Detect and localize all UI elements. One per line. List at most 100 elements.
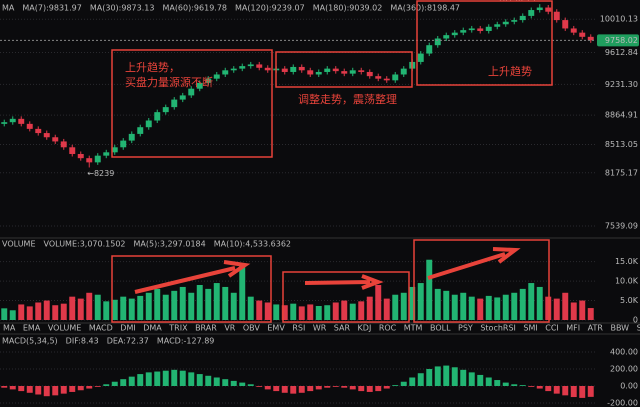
indicator-tab[interactable]: CCI — [545, 324, 559, 333]
macd-bar — [264, 385, 271, 390]
volume-bar — [43, 300, 50, 320]
y-tick-label: 5.0K — [620, 296, 639, 305]
y-tick-label: 8513.05 — [605, 140, 638, 149]
volume-bar — [9, 310, 16, 320]
macd-bar — [434, 366, 441, 386]
y-tick-label: 10.0K — [615, 277, 639, 286]
indicator-tab[interactable]: BBW — [610, 324, 629, 333]
candle-body — [570, 28, 577, 33]
indicator-tab[interactable]: WR — [313, 324, 327, 333]
annotation-box — [275, 51, 413, 88]
annotation: 调整走势，震荡整理 — [298, 92, 397, 106]
indicator-tab[interactable]: VOLUME — [48, 324, 82, 333]
candle-body — [188, 88, 195, 96]
header-label: MA(360):8198.47 — [390, 4, 460, 13]
candle-body — [426, 45, 433, 54]
annotation-box — [282, 271, 410, 323]
header-label: MA(7):9831.97 — [22, 4, 81, 13]
y-tick-label: 9231.30 — [605, 80, 638, 89]
indicator-tab[interactable]: SMI — [523, 324, 537, 333]
volume-bar — [222, 286, 229, 320]
volume-bar — [332, 302, 339, 320]
y-tick-label: 9612.84 — [605, 48, 638, 57]
indicator-tab[interactable]: SAR — [334, 324, 351, 333]
indicator-tab[interactable]: OBV — [243, 324, 261, 333]
indicator-tab[interactable]: KDJ — [358, 324, 372, 333]
indicator-tab[interactable]: EMV — [267, 324, 285, 333]
volume-bar — [392, 294, 399, 320]
candle-body — [18, 118, 25, 124]
volume-bar — [341, 300, 348, 320]
candle-body — [434, 38, 441, 46]
candle-body — [324, 68, 331, 72]
indicator-tab[interactable]: PSY — [458, 324, 473, 333]
macd-bar — [35, 385, 42, 395]
volume-bar — [307, 304, 314, 320]
candle-body — [290, 66, 297, 72]
macd-bar — [281, 385, 288, 393]
macd-bar — [553, 385, 560, 394]
indicator-tab[interactable]: BRAR — [195, 324, 217, 333]
macd-bar — [570, 385, 577, 398]
volume-bar — [171, 290, 178, 320]
macd-bar — [222, 379, 229, 386]
header-label: MA(5):3,297.0184 — [134, 240, 206, 249]
volume-bar — [120, 296, 127, 320]
annotation-box — [111, 255, 272, 323]
candle-body — [230, 68, 237, 71]
indicator-tab[interactable]: SKDJ — [637, 324, 640, 333]
candle-body — [341, 71, 348, 74]
indicator-tab[interactable]: StochRSI — [480, 324, 516, 333]
candle-body — [35, 128, 42, 134]
macd-bar — [86, 385, 93, 389]
y-tick-label: 0 — [633, 316, 638, 325]
indicator-tab[interactable]: EMA — [23, 324, 41, 333]
indicator-tab[interactable]: DMI — [120, 324, 135, 333]
indicator-tab[interactable]: ATR — [588, 324, 604, 333]
volume-bar — [426, 259, 433, 320]
indicator-tab[interactable]: MTM — [404, 324, 423, 333]
volume-bar — [94, 294, 101, 320]
macd-bar — [485, 377, 492, 386]
indicator-tab[interactable]: MFI — [566, 324, 580, 333]
candle-body — [468, 28, 475, 31]
indicator-tab[interactable]: MA — [3, 324, 16, 333]
volume-bar — [69, 296, 76, 320]
candle-body — [545, 7, 552, 12]
last-price-label: 9758.02 — [605, 36, 638, 45]
macd-bar — [562, 385, 569, 396]
indicator-tab[interactable]: MACD — [89, 324, 113, 333]
y-tick-label: 400.00 — [610, 347, 638, 356]
volume-bar — [154, 288, 161, 320]
macd-bar — [18, 385, 25, 392]
volume-bar — [553, 298, 560, 320]
y-tick-label: 200.00 — [610, 364, 638, 373]
volume-bar — [60, 303, 67, 320]
macd-bar — [579, 385, 586, 398]
candle-body — [460, 30, 467, 33]
annotation-box — [413, 239, 550, 323]
volume-bar — [587, 308, 594, 320]
indicator-tab[interactable]: TRIX — [168, 324, 188, 333]
indicator-tab[interactable]: BOLL — [430, 324, 451, 333]
indicator-tab[interactable]: VR — [224, 324, 235, 333]
arrow — [427, 247, 521, 280]
volume-bar — [298, 306, 305, 320]
volume-bar — [451, 294, 458, 320]
volume-bar — [1, 308, 8, 320]
volume-bar — [477, 298, 484, 320]
macd-bar — [273, 385, 280, 392]
volume-bar — [145, 292, 152, 320]
macd-bar — [502, 382, 509, 386]
macd-bar — [256, 385, 263, 387]
macd-bar — [477, 374, 484, 386]
candle-body — [562, 20, 569, 29]
arrow — [304, 274, 384, 290]
indicator-tab[interactable]: ROC — [379, 324, 397, 333]
indicator-tab[interactable]: DMA — [143, 324, 162, 333]
indicator-tab[interactable]: RSI — [292, 324, 305, 333]
macd-bar — [400, 381, 407, 386]
header-label: MA(60):9619.78 — [162, 4, 227, 13]
y-tick-label: 8864.91 — [605, 111, 638, 120]
